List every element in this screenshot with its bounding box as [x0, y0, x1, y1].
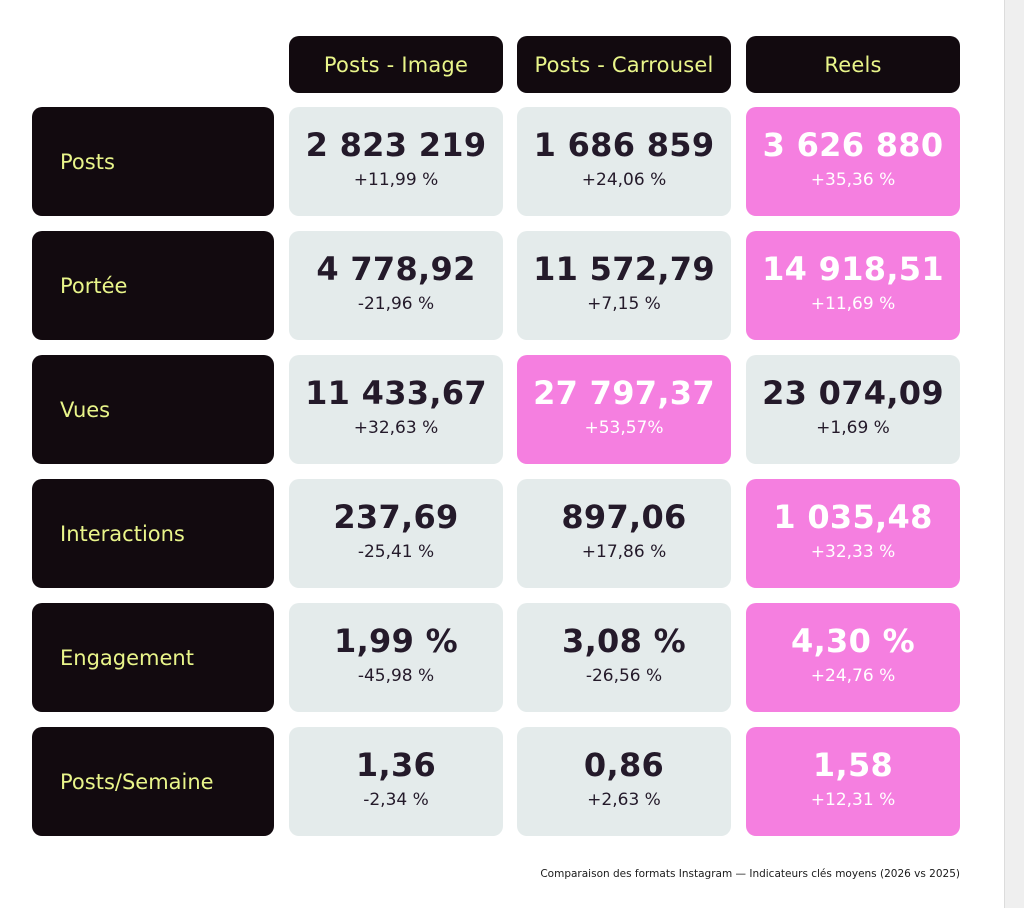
table-cell: 897,06 +17,86 %	[517, 479, 731, 588]
cell-value: 11 433,67	[305, 373, 487, 412]
cell-value: 0,86	[583, 745, 665, 784]
table-caption: Comparaison des formats Instagram — Indi…	[540, 868, 960, 880]
cell-value: 4,30 %	[791, 621, 915, 660]
cell-value: 1,36	[355, 745, 437, 784]
cell-change: -2,34 %	[363, 789, 429, 810]
page-edge	[1004, 0, 1024, 908]
table-cell: 3,08 % -26,56 %	[517, 603, 731, 712]
row-label-2: Vues	[32, 355, 274, 464]
cell-value: 1,99 %	[334, 621, 458, 660]
table-cell: 1,36 -2,34 %	[289, 727, 503, 836]
row-label-4: Engagement	[32, 603, 274, 712]
cell-value: 237,69	[333, 497, 459, 536]
cell-change: +11,69 %	[810, 293, 896, 314]
row-label-3: Interactions	[32, 479, 274, 588]
cell-change: +7,15 %	[587, 293, 661, 314]
cell-value: 11 572,79	[533, 249, 715, 288]
column-header-2: Reels	[746, 36, 960, 93]
table-cell: 1,58 +12,31 %	[746, 727, 960, 836]
cell-value: 1 686 859	[533, 125, 715, 164]
table-cell: 237,69 -25,41 %	[289, 479, 503, 588]
table-cell: 14 918,51 +11,69 %	[746, 231, 960, 340]
cell-change: +35,36 %	[810, 169, 896, 190]
cell-change: +24,06 %	[581, 169, 667, 190]
cell-value: 14 918,51	[762, 249, 944, 288]
cell-value: 1,58	[812, 745, 894, 784]
cell-change: +11,99 %	[353, 169, 439, 190]
cell-value: 4 778,92	[316, 249, 476, 288]
table-cell: 27 797,37 +53,57%	[517, 355, 731, 464]
row-label-5: Posts/Semaine	[32, 727, 274, 836]
table-cell: 4,30 % +24,76 %	[746, 603, 960, 712]
table-cell: 0,86 +2,63 %	[517, 727, 731, 836]
cell-change: +1,69 %	[816, 417, 890, 438]
cell-change: +53,57%	[584, 417, 664, 438]
row-label-1: Portée	[32, 231, 274, 340]
cell-value: 2 823 219	[305, 125, 487, 164]
table-cell: 23 074,09 +1,69 %	[746, 355, 960, 464]
table-cell: 11 572,79 +7,15 %	[517, 231, 731, 340]
cell-change: -25,41 %	[357, 541, 435, 562]
cell-value: 23 074,09	[762, 373, 944, 412]
row-label-0: Posts	[32, 107, 274, 216]
cell-change: -21,96 %	[357, 293, 435, 314]
cell-value: 27 797,37	[533, 373, 715, 412]
table-cell: 4 778,92 -21,96 %	[289, 231, 503, 340]
table-cell: 1 035,48 +32,33 %	[746, 479, 960, 588]
cell-value: 3 626 880	[762, 125, 944, 164]
cell-change: -26,56 %	[585, 665, 663, 686]
cell-change: +12,31 %	[810, 789, 896, 810]
cell-value: 3,08 %	[562, 621, 686, 660]
cell-change: +2,63 %	[587, 789, 661, 810]
column-header-1: Posts - Carrousel	[517, 36, 731, 93]
table-cell: 3 626 880 +35,36 %	[746, 107, 960, 216]
cell-value: 1 035,48	[773, 497, 933, 536]
cell-change: +24,76 %	[810, 665, 896, 686]
table-cell: 1,99 % -45,98 %	[289, 603, 503, 712]
table-cell: 2 823 219 +11,99 %	[289, 107, 503, 216]
cell-change: +17,86 %	[581, 541, 667, 562]
cell-change: +32,33 %	[810, 541, 896, 562]
table-cell: 1 686 859 +24,06 %	[517, 107, 731, 216]
cell-change: +32,63 %	[353, 417, 439, 438]
column-header-0: Posts - Image	[289, 36, 503, 93]
table-cell: 11 433,67 +32,63 %	[289, 355, 503, 464]
cell-value: 897,06	[561, 497, 687, 536]
cell-change: -45,98 %	[357, 665, 435, 686]
